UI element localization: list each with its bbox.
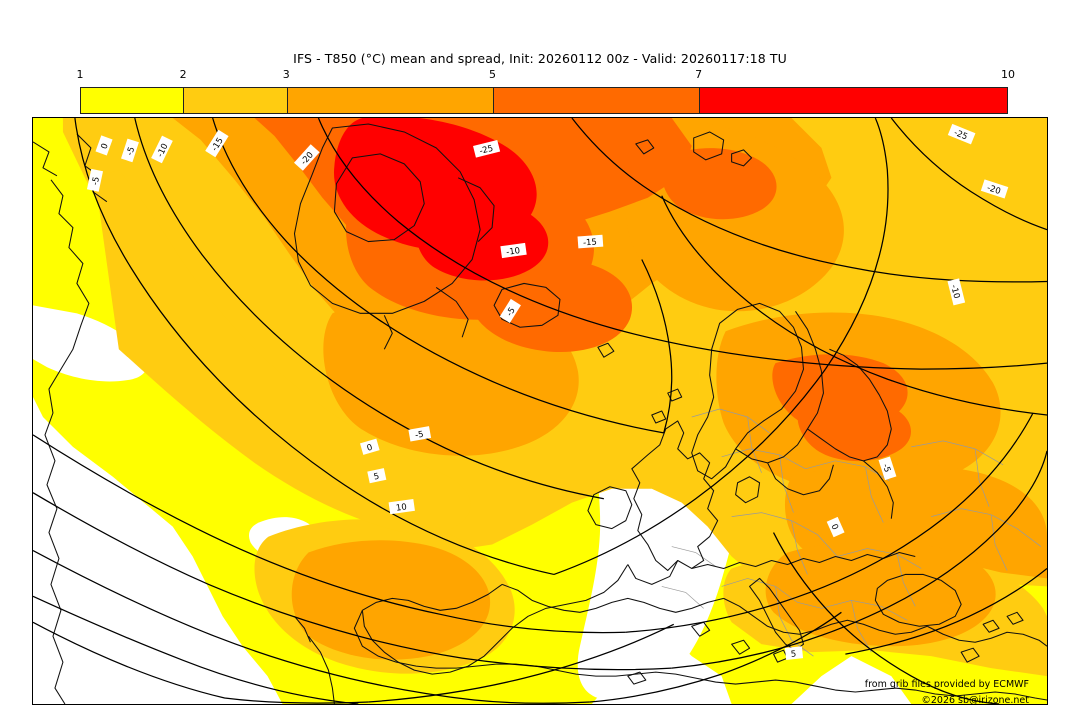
colorbar-tick-labels: 1 2 3 5 7 10 <box>76 68 1016 84</box>
colorbar-tick-10: 10 <box>1001 68 1015 81</box>
spread-below-threshold-nwafrica <box>33 562 131 631</box>
svg-text:0: 0 <box>99 142 110 150</box>
copyright-credit: ©2026 sb@irizone.net <box>921 695 1029 705</box>
contour-minus15-b <box>641 259 673 434</box>
contour-minus5-south <box>33 434 626 634</box>
spread-band-3-5-iberia-core <box>291 540 491 660</box>
colorbar-bands <box>80 87 1008 114</box>
map-svg: 0 -5 -10 -15 <box>33 118 1047 704</box>
contour-minus10-right <box>661 195 1047 416</box>
svg-text:-25: -25 <box>478 143 494 156</box>
mean-temperature-contours <box>33 118 1047 704</box>
contour-five-med <box>589 611 842 703</box>
colorbar-tick-5: 5 <box>488 68 496 81</box>
contour-minus10-upper <box>134 118 604 500</box>
contour-minus5-southeast <box>625 412 1034 633</box>
spread-band-5-7-iceland <box>467 257 633 352</box>
colorbar-tick-7: 7 <box>695 68 703 81</box>
colorbar-tick-1: 1 <box>76 68 84 81</box>
contour-minus25-edge <box>890 118 1047 231</box>
spread-shading <box>33 118 1047 704</box>
contour-zero-balkans <box>772 532 1000 704</box>
colorbar-tick-2: 2 <box>179 68 187 81</box>
colorbar-band-7-10 <box>698 88 1007 113</box>
svg-text:-5: -5 <box>414 429 424 440</box>
spread-band-3-5-carpathians <box>765 540 996 647</box>
svg-text:-25: -25 <box>953 127 970 141</box>
page-title: IFS - T850 (°C) mean and spread, Init: 2… <box>293 51 787 66</box>
contour-ten <box>33 621 369 704</box>
svg-text:5: 5 <box>373 471 380 482</box>
contour-five-west <box>33 595 359 704</box>
svg-text:5: 5 <box>790 648 796 659</box>
colorbar-band-2-3 <box>183 88 287 113</box>
contour-minus15 <box>212 118 664 434</box>
colorbar-band-1-2 <box>81 88 184 113</box>
colorbar-tick-3: 3 <box>282 68 290 81</box>
colorbar-band-5-7 <box>492 88 699 113</box>
contour-minus5-upper <box>74 118 555 576</box>
svg-text:-5: -5 <box>89 176 101 186</box>
spread-below-threshold-atlantic <box>33 305 148 382</box>
contour-minus5-mid <box>553 368 826 576</box>
spread-band-7-10-iceland-core <box>453 224 524 270</box>
map-canvas: 0 -5 -10 -15 <box>32 117 1048 705</box>
contour-ten-far-right <box>845 567 1047 655</box>
svg-text:0: 0 <box>829 522 840 531</box>
spread-band-5-7-jan-mayen <box>661 148 777 220</box>
svg-text:-20: -20 <box>986 182 1002 196</box>
svg-text:-5: -5 <box>881 462 893 473</box>
contour-minus20 <box>317 118 1047 370</box>
contour-ten-right <box>368 623 675 703</box>
contour-zero-east <box>671 450 1047 669</box>
data-source-credit: from grib files provided by ECMWF <box>864 679 1029 690</box>
contour-minus5-east <box>824 118 889 370</box>
svg-text:-10: -10 <box>949 284 962 300</box>
spread-band-5-7-finland <box>797 398 912 462</box>
coastlines <box>33 123 1047 704</box>
colorbar <box>80 87 1008 114</box>
svg-text:0: 0 <box>365 442 373 453</box>
contour-five <box>33 549 590 704</box>
colorbar-band-3-5 <box>286 88 493 113</box>
svg-text:-10: -10 <box>506 245 521 257</box>
svg-text:10: 10 <box>395 501 407 512</box>
svg-text:-15: -15 <box>583 237 598 248</box>
svg-text:-5: -5 <box>124 145 136 156</box>
